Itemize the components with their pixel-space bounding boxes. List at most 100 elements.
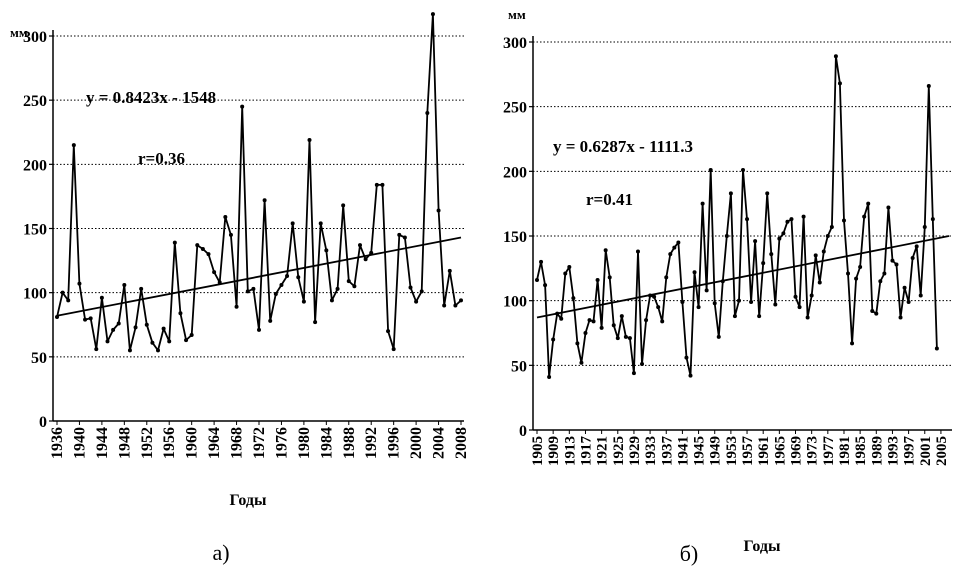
data-point xyxy=(285,273,290,278)
data-point xyxy=(307,137,312,142)
data-point xyxy=(290,221,295,226)
data-point xyxy=(139,286,144,291)
x-tick-label: 1917 xyxy=(578,436,594,467)
data-point xyxy=(156,348,160,353)
data-point xyxy=(55,315,59,320)
data-point xyxy=(551,337,556,342)
y-tick-label: 300 xyxy=(23,29,47,46)
y-tick-label: 200 xyxy=(503,164,527,181)
data-point xyxy=(854,276,859,281)
series-b xyxy=(535,54,939,379)
data-point xyxy=(172,240,177,245)
correlation-label-b: r=0.41 xyxy=(586,190,633,209)
grid-a xyxy=(53,35,464,358)
x-tick-label: 1972 xyxy=(251,427,268,459)
x-tick-label: 1985 xyxy=(853,436,869,466)
x-tick-label: 1992 xyxy=(363,427,380,459)
data-point xyxy=(273,291,278,296)
data-point xyxy=(212,270,217,275)
correlation-label-a: r=0.36 xyxy=(138,149,185,168)
x-tick-label: 2004 xyxy=(431,427,448,459)
data-point xyxy=(318,221,323,226)
x-tick-label: 1993 xyxy=(885,436,901,466)
x-axis-label-a: Годы xyxy=(230,492,267,509)
data-point xyxy=(329,298,334,303)
data-point xyxy=(631,371,636,376)
data-point xyxy=(579,360,584,365)
data-point xyxy=(656,305,661,310)
data-point xyxy=(374,182,379,187)
data-point xyxy=(870,309,875,314)
y-tick-label: 0 xyxy=(519,423,527,440)
series-line xyxy=(56,13,462,352)
data-point xyxy=(773,302,778,307)
data-point xyxy=(890,258,895,263)
x-tick-label: 1921 xyxy=(595,436,611,466)
x-ticks-b: 1905 1909 1913 1917 1921 1925 1929 1933 1937 1941… xyxy=(530,430,950,466)
data-point xyxy=(346,279,351,284)
data-point xyxy=(563,271,568,276)
x-tick-label: 1961 xyxy=(756,436,772,466)
x-tick-label: 1965 xyxy=(772,436,788,466)
data-point xyxy=(749,299,754,304)
data-point xyxy=(94,347,99,352)
y-tick-label: 250 xyxy=(23,93,47,110)
data-point xyxy=(833,54,838,59)
x-tick-label: 1997 xyxy=(902,436,918,467)
data-point xyxy=(846,271,851,276)
data-point xyxy=(369,250,374,255)
data-point xyxy=(635,249,640,254)
y-tick-label: 50 xyxy=(31,350,47,367)
data-point xyxy=(918,293,923,298)
x-tick-label: 1952 xyxy=(139,427,156,459)
data-point xyxy=(696,305,701,310)
data-point xyxy=(240,104,245,109)
data-point xyxy=(878,279,883,284)
data-point xyxy=(724,234,729,238)
x-tick-label: 1969 xyxy=(789,436,805,466)
data-point xyxy=(611,323,616,328)
data-point xyxy=(234,304,239,309)
caption-a: а) xyxy=(212,540,229,565)
data-point xyxy=(676,240,681,245)
data-point xyxy=(161,326,166,331)
data-point xyxy=(781,231,786,236)
data-point xyxy=(127,348,132,353)
x-tick-label: 1937 xyxy=(659,436,675,467)
data-point xyxy=(88,316,93,321)
data-point xyxy=(447,268,452,273)
data-point xyxy=(858,265,863,270)
y-tick-label: 300 xyxy=(503,35,527,52)
y-ticks-b: 0 50 100 150 200 250 300 xyxy=(503,35,533,440)
data-point xyxy=(615,336,620,341)
x-tick-label: 1957 xyxy=(740,436,756,467)
data-point xyxy=(866,201,871,206)
x-tick-label: 2005 xyxy=(934,436,950,466)
data-point xyxy=(922,224,927,229)
data-point xyxy=(459,298,463,303)
x-tick-label: 1949 xyxy=(708,436,724,466)
data-point xyxy=(591,319,596,324)
data-point xyxy=(603,248,608,253)
y-tick-label: 0 xyxy=(39,414,47,431)
data-point xyxy=(268,318,273,323)
x-tick-label: 1981 xyxy=(837,436,853,466)
data-point xyxy=(757,314,762,319)
x-tick-label: 1940 xyxy=(71,427,88,459)
data-point xyxy=(599,325,604,330)
data-point xyxy=(813,253,818,258)
data-point xyxy=(341,203,346,208)
data-point xyxy=(652,294,657,299)
unit-label-b: мм xyxy=(508,7,526,22)
data-point xyxy=(575,341,580,346)
data-point xyxy=(898,315,903,320)
y-tick-label: 50 xyxy=(511,358,527,375)
data-point xyxy=(640,362,645,367)
caption-b: б) xyxy=(680,541,699,566)
data-point xyxy=(228,232,233,237)
data-point xyxy=(850,341,855,346)
x-tick-label: 2000 xyxy=(408,427,425,459)
data-point xyxy=(262,198,267,203)
data-point xyxy=(769,252,774,257)
